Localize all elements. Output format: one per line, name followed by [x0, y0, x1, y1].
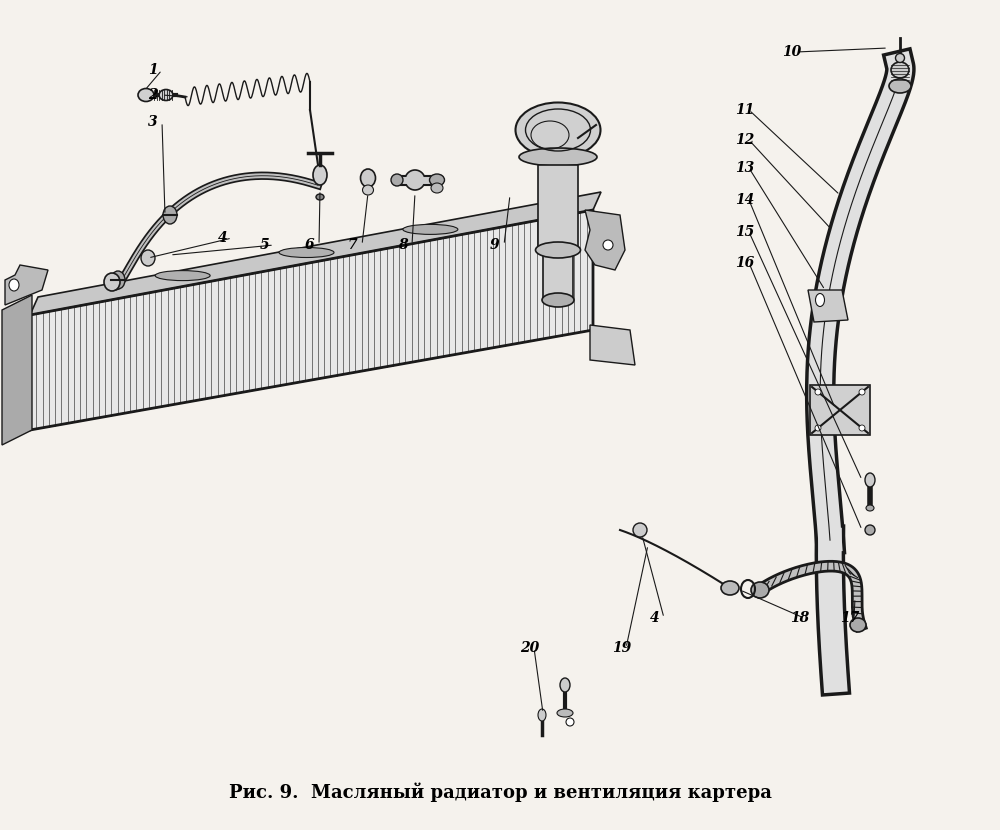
Text: 6: 6 [305, 238, 315, 252]
Text: 12: 12 [735, 133, 754, 147]
Ellipse shape [859, 389, 865, 395]
Text: 7: 7 [348, 238, 358, 252]
Ellipse shape [430, 174, 444, 186]
Ellipse shape [542, 293, 574, 307]
Polygon shape [30, 192, 601, 315]
Ellipse shape [891, 62, 909, 78]
Text: Рис. 9.  Масляный радиатор и вентиляция картера: Рис. 9. Масляный радиатор и вентиляция к… [229, 783, 771, 803]
Ellipse shape [859, 425, 865, 431]
Ellipse shape [279, 247, 334, 257]
Ellipse shape [721, 581, 739, 595]
Ellipse shape [519, 148, 597, 166]
Text: 5: 5 [260, 238, 270, 252]
Ellipse shape [896, 53, 904, 62]
Text: 1: 1 [148, 63, 158, 77]
Text: 17: 17 [840, 611, 859, 625]
Ellipse shape [815, 389, 821, 395]
Text: 19: 19 [612, 641, 631, 655]
Ellipse shape [557, 709, 573, 717]
Text: 18: 18 [790, 611, 809, 625]
Text: 4: 4 [650, 611, 660, 625]
Ellipse shape [536, 242, 580, 258]
Ellipse shape [111, 271, 125, 289]
Text: 11: 11 [735, 103, 754, 117]
Ellipse shape [850, 618, 866, 632]
Ellipse shape [560, 678, 570, 692]
Ellipse shape [104, 273, 120, 291]
Polygon shape [2, 295, 32, 445]
Ellipse shape [163, 206, 177, 224]
Ellipse shape [360, 169, 376, 187]
Ellipse shape [313, 165, 327, 185]
Ellipse shape [889, 79, 911, 93]
Text: 16: 16 [735, 256, 754, 270]
Polygon shape [808, 290, 848, 322]
Ellipse shape [138, 89, 154, 101]
Text: 3: 3 [148, 115, 158, 129]
Ellipse shape [538, 709, 546, 721]
Polygon shape [30, 210, 593, 430]
Polygon shape [810, 385, 870, 435]
Ellipse shape [566, 718, 574, 726]
Ellipse shape [155, 271, 210, 281]
Text: 14: 14 [735, 193, 754, 207]
Ellipse shape [751, 582, 769, 598]
Text: 15: 15 [735, 225, 754, 239]
Ellipse shape [815, 425, 821, 431]
Ellipse shape [865, 473, 875, 487]
Ellipse shape [362, 185, 374, 195]
Ellipse shape [865, 525, 875, 535]
Ellipse shape [391, 174, 403, 186]
Polygon shape [538, 165, 578, 250]
Ellipse shape [316, 194, 324, 200]
Text: 9: 9 [490, 238, 500, 252]
Ellipse shape [141, 250, 155, 266]
Text: 2: 2 [148, 88, 158, 102]
Ellipse shape [633, 523, 647, 537]
Polygon shape [590, 325, 635, 365]
Ellipse shape [866, 505, 874, 511]
Polygon shape [585, 210, 625, 270]
Text: 10: 10 [782, 45, 801, 59]
Text: 4: 4 [218, 231, 228, 245]
Ellipse shape [516, 102, 600, 158]
Polygon shape [543, 255, 573, 300]
Ellipse shape [405, 170, 425, 190]
Text: 20: 20 [520, 641, 539, 655]
Ellipse shape [403, 224, 458, 234]
Ellipse shape [816, 294, 824, 306]
Polygon shape [5, 265, 48, 305]
Ellipse shape [9, 279, 19, 291]
Ellipse shape [603, 240, 613, 250]
Text: 8: 8 [398, 238, 408, 252]
Ellipse shape [431, 183, 443, 193]
Ellipse shape [159, 90, 173, 100]
Text: 13: 13 [735, 161, 754, 175]
